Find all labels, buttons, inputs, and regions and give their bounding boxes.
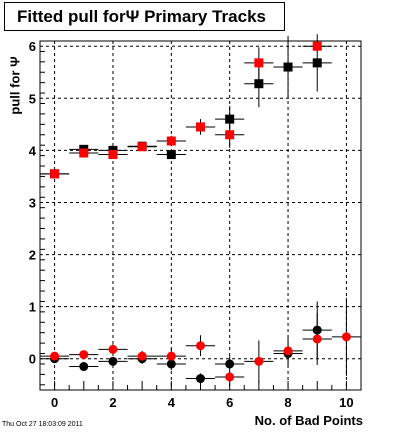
chart-title: Fitted pull forΨ Primary Tracks [17,7,266,26]
x-tick-label: 8 [284,395,291,410]
data-point-square [196,122,205,132]
timestamp: Thu Oct 27 18:03:09 2011 [2,421,83,428]
data-point-circle [108,356,118,366]
data-point-square [312,58,322,68]
y-tick-label: 6 [29,39,36,54]
data-point-circle [225,359,235,369]
data-point-square [283,62,293,72]
title-box: Fitted pull forΨ Primary Tracks [4,2,285,31]
data-point-circle [137,351,147,361]
data-point-circle [225,372,235,382]
data-point-square [312,41,322,51]
y-tick-label: 5 [29,91,36,106]
data-point-square [50,169,60,179]
data-point-square [166,136,176,146]
data-point-square [79,148,89,158]
x-axis-label: No. of Bad Points [254,413,363,428]
data-point-circle [196,374,205,384]
x-tick-label: 4 [168,395,176,410]
x-tick-label: 10 [339,395,353,410]
data-point-square [225,114,235,124]
x-tick-label: 2 [109,395,116,410]
data-point-square [166,150,176,160]
y-tick-label: 4 [29,143,37,158]
data-point-circle [254,356,264,366]
data-point-circle [108,344,118,354]
data-point-square [254,79,264,89]
data-point-circle [79,350,89,360]
data-point-square [108,150,118,160]
data-point-circle [50,351,60,361]
data-point-circle [312,334,322,344]
data-point-square [137,142,147,152]
y-tick-label: 0 [29,352,36,367]
y-tick-label: 1 [29,300,36,315]
data-point-circle [341,332,351,342]
y-tick-label: 3 [29,195,36,210]
x-tick-label: 6 [226,395,233,410]
x-tick-label: 0 [51,395,58,410]
data-point-circle [166,351,176,361]
data-point-square [254,58,264,68]
data-point-circle [79,362,89,372]
data-point-circle [196,341,205,351]
data-point-square [225,130,235,140]
data-point-circle [283,346,293,356]
y-tick-label: 2 [29,248,36,263]
